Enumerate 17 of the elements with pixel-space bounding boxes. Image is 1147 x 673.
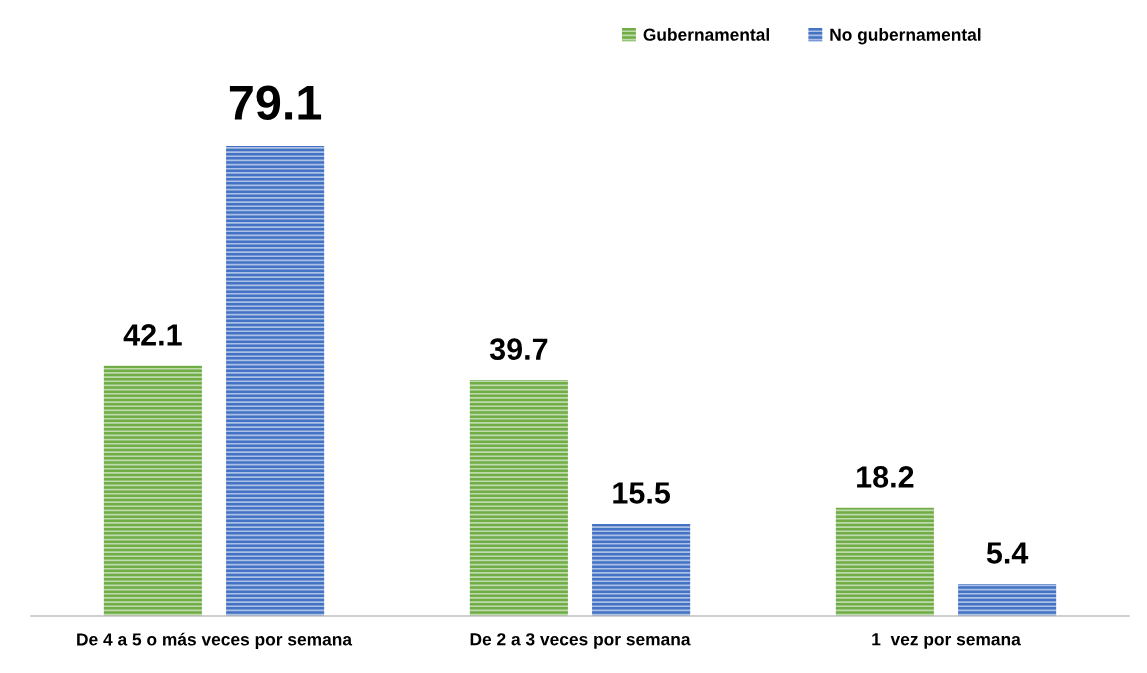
bar: [226, 146, 325, 616]
x-tick-label: De 4 a 5 o más veces por semana: [77, 632, 353, 649]
bar: [958, 583, 1057, 616]
data-label: 39.7: [489, 338, 548, 361]
data-label: 42.1: [123, 324, 182, 346]
data-label: 18.2: [857, 466, 914, 488]
data-label: 5.4: [986, 542, 1029, 564]
legend-label: Gubernamental: [643, 28, 769, 41]
data-label: 79.1: [229, 85, 322, 120]
bar: [592, 523, 691, 616]
x-tick-label: 1 vez por semana: [872, 633, 1021, 649]
bar: [835, 507, 934, 616]
bar: [103, 365, 202, 616]
bar: [469, 380, 568, 616]
x-tick-label: De 2 a 3 veces por semana: [470, 633, 691, 649]
legend-label: No gubernamental: [830, 28, 981, 45]
data-label: 15.5: [613, 482, 671, 504]
